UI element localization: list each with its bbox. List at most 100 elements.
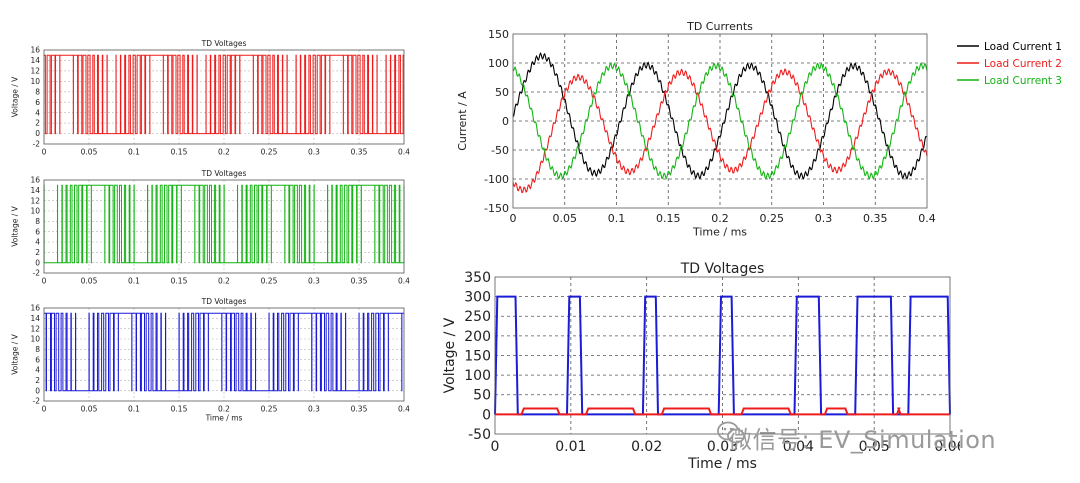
legend-label: Load Current 3 xyxy=(984,75,1062,87)
x-tick-label: 0.01 xyxy=(555,439,586,455)
x-tick-label: 0.35 xyxy=(351,405,368,414)
chart-title: TD Voltages xyxy=(201,169,247,178)
chart-title: TD Voltages xyxy=(201,297,247,306)
x-tick-label: 0.4 xyxy=(398,277,410,286)
y-tick-label: 12 xyxy=(30,196,40,205)
y-tick-label: 8 xyxy=(35,217,40,226)
voltage-chart-green: 0 0.05 0.1 0.15 0.2 0.25 0.3 0.35 0.4-2024681012… xyxy=(11,169,411,286)
y-axis-label: Voltage / V xyxy=(442,317,458,393)
plot-frame xyxy=(512,33,928,209)
x-tick-label: 0.2 xyxy=(218,148,230,157)
y-tick-label: 16 xyxy=(30,304,40,313)
y-tick-label: 10 xyxy=(30,77,40,86)
y-axis-label: Voltage / V xyxy=(11,76,20,117)
x-tick-label: 0.4 xyxy=(918,212,936,225)
x-tick-label: 0.03 xyxy=(707,439,738,455)
series-line-red-voltage xyxy=(495,407,950,416)
series-line-load-current-1 xyxy=(512,52,928,180)
y-tick-label: 4 xyxy=(35,238,40,247)
y-tick-label: 50 xyxy=(495,86,509,99)
x-tick-label: 0.4 xyxy=(398,148,410,157)
y-tick-label: 100 xyxy=(488,57,509,70)
y-tick-label: -50 xyxy=(491,144,509,157)
y-tick-label: -100 xyxy=(484,173,509,186)
legend-label: Load Current 2 xyxy=(984,58,1062,70)
x-tick-label: 0.3 xyxy=(308,405,320,414)
x-tick-label: 0.1 xyxy=(128,148,140,157)
y-axis-label: Voltage / V xyxy=(11,333,20,374)
x-tick-label: 0.05 xyxy=(81,277,98,286)
y-tick-label: 0 xyxy=(35,129,40,138)
y-tick-label: 2 xyxy=(35,119,40,128)
chart-title: TD Voltages xyxy=(201,39,247,48)
chart-title: TD Currents xyxy=(686,20,753,33)
x-tick-label: 0.3 xyxy=(308,277,320,286)
x-tick-label: 0.1 xyxy=(128,277,140,286)
x-tick-label: 0.35 xyxy=(351,148,368,157)
chart-title: TD Voltages xyxy=(680,261,765,277)
x-tick-label: 0.05 xyxy=(859,439,890,455)
plot-frame xyxy=(43,179,405,274)
y-tick-label: -2 xyxy=(33,397,41,406)
y-tick-label: 300 xyxy=(464,290,491,306)
x-tick-label: 0 xyxy=(491,439,500,455)
x-tick-label: 0.15 xyxy=(171,405,188,414)
plot-frame xyxy=(43,307,405,402)
y-tick-label: 12 xyxy=(30,324,40,333)
y-tick-label: -2 xyxy=(33,140,41,149)
y-tick-label: 250 xyxy=(464,309,491,325)
series-line-voltage-1 xyxy=(44,54,404,135)
x-tick-label: 0 xyxy=(42,148,47,157)
y-tick-label: 14 xyxy=(30,186,40,195)
watermark-text: 微信号: EV_Simulation xyxy=(728,426,997,454)
y-tick-label: 150 xyxy=(488,28,509,41)
y-tick-label: 2 xyxy=(35,248,40,257)
series-line-voltage-2 xyxy=(43,184,405,264)
series-line-blue-voltage xyxy=(494,295,951,416)
currents-chart: 0 0.05 0.1 0.15 0.2 0.25 0.3 0.35 0.4 -150 -100 -50… xyxy=(456,20,1062,238)
y-tick-label: 6 xyxy=(35,227,40,236)
x-tick-label: 0.35 xyxy=(863,212,888,225)
y-tick-label: 6 xyxy=(35,98,40,107)
x-axis-label: Time / ms xyxy=(205,413,243,422)
x-tick-label: 0.25 xyxy=(261,148,278,157)
y-tick-label: 12 xyxy=(30,67,40,76)
y-tick-label: 16 xyxy=(30,176,40,185)
y-tick-label: 10 xyxy=(30,335,40,344)
x-tick-label: 0 xyxy=(42,405,47,414)
y-tick-label: 8 xyxy=(35,87,40,96)
x-tick-label: 0 xyxy=(42,277,47,286)
x-tick-label: 0.3 xyxy=(308,148,320,157)
x-tick-label: 0.04 xyxy=(783,439,814,455)
x-tick-label: 0.15 xyxy=(171,277,188,286)
x-tick-label: 0.35 xyxy=(351,277,368,286)
plot-frame xyxy=(494,276,951,435)
y-tick-label: -2 xyxy=(33,269,41,278)
x-tick-label: 0.1 xyxy=(128,405,140,414)
y-tick-label: 14 xyxy=(30,56,40,65)
x-tick-label: 0.15 xyxy=(171,148,188,157)
y-tick-label: 50 xyxy=(473,388,491,404)
x-tick-label: 0.05 xyxy=(553,212,578,225)
x-tick-label: 0.06 xyxy=(934,439,960,455)
y-tick-label: 0 xyxy=(482,407,491,423)
x-tick-label: 0 xyxy=(510,212,517,225)
x-tick-label: 0.1 xyxy=(608,212,626,225)
y-tick-label: 0 xyxy=(35,258,40,267)
x-tick-label: 0.3 xyxy=(815,212,833,225)
y-tick-label: 0 xyxy=(502,115,509,128)
x-tick-label: 0.15 xyxy=(656,212,681,225)
voltage-chart-blue: 0 0.05 0.1 0.15 0.2 0.25 0.3 0.35 0.4-2024681012… xyxy=(11,297,411,422)
y-tick-label: 4 xyxy=(35,366,40,375)
plot-frame xyxy=(43,49,405,145)
line-voltage-chart: 00.010.020.030.040.050.06-50050100150200… xyxy=(442,261,960,472)
y-tick-label: 6 xyxy=(35,355,40,364)
x-axis-label: Time / ms xyxy=(687,456,757,472)
x-tick-label: 0.2 xyxy=(711,212,729,225)
y-tick-label: 150 xyxy=(464,348,491,364)
x-axis-label: Time / ms xyxy=(692,225,747,238)
y-tick-label: -150 xyxy=(484,202,509,215)
y-tick-label: 10 xyxy=(30,207,40,216)
y-axis-label: Voltage / V xyxy=(11,205,20,246)
x-tick-label: 0.02 xyxy=(631,439,662,455)
